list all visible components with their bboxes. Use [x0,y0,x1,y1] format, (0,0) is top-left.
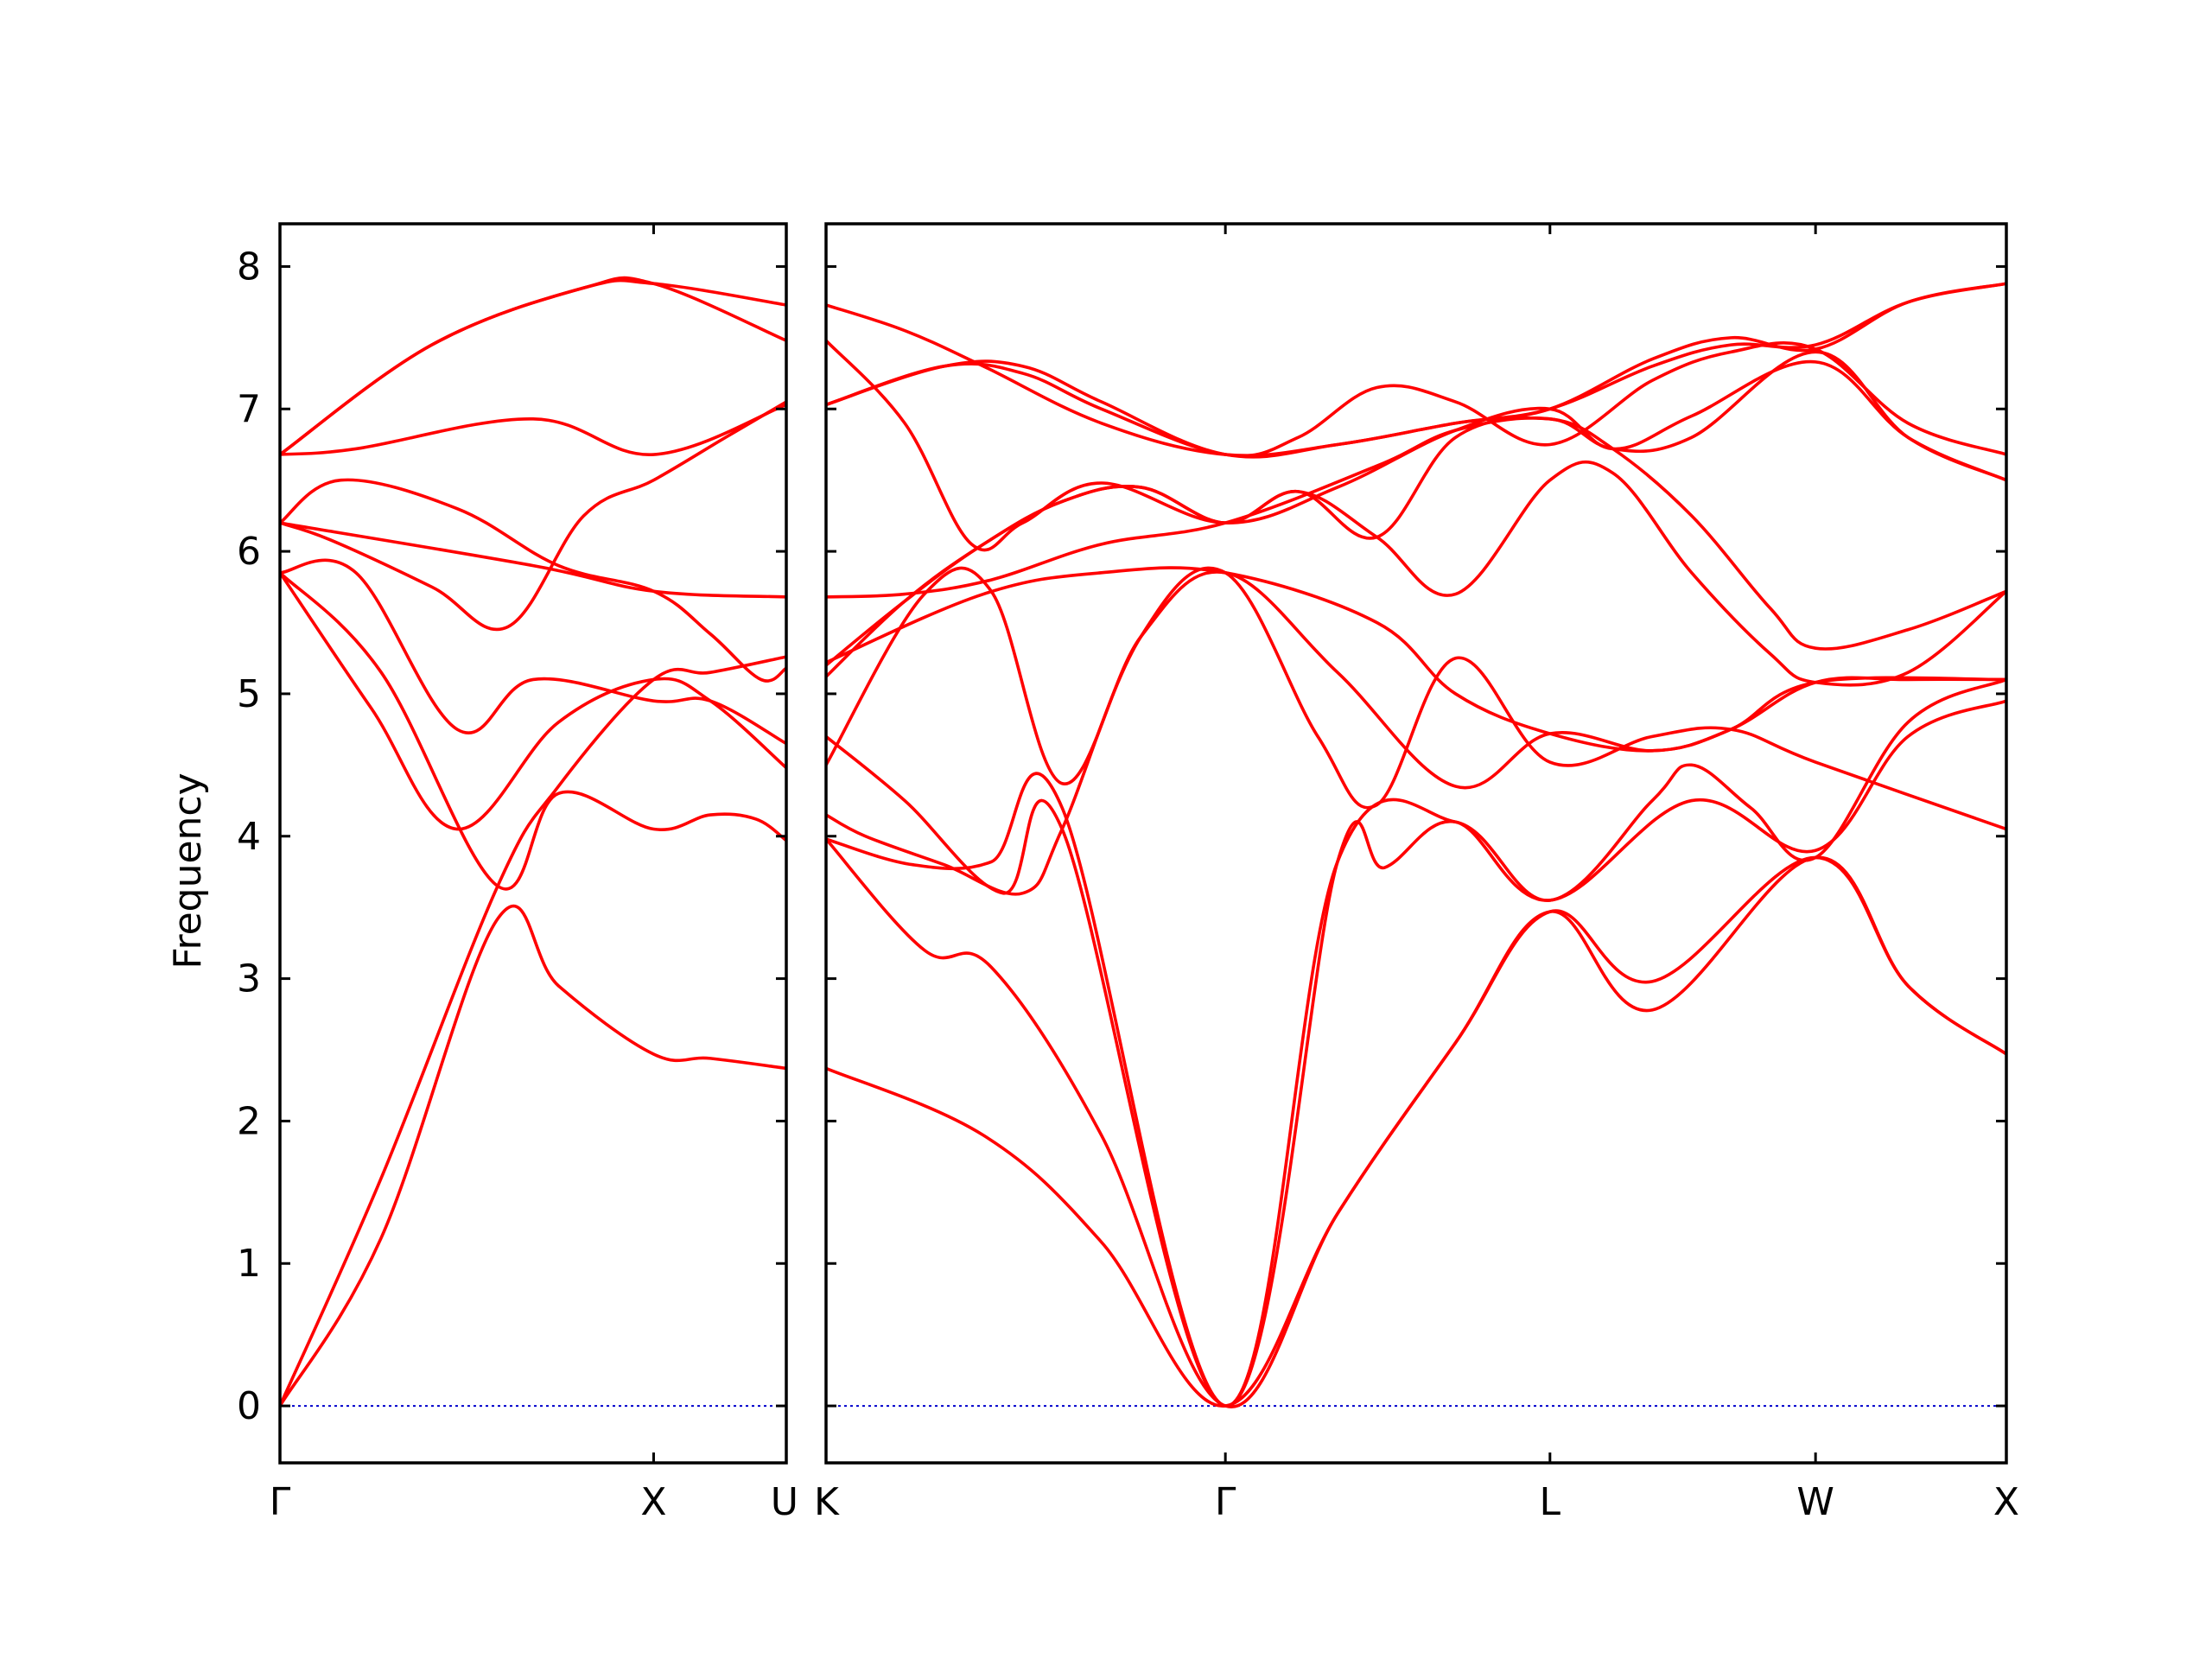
x-tick-label: U [771,1480,798,1524]
y-tick-label: 2 [237,1099,261,1143]
band-line-0-0 [280,904,786,1408]
band-line-1-1 [826,837,2006,1408]
x-tick-label: L [1540,1480,1561,1524]
band-line-1-8 [826,460,2006,687]
phonon-bands [280,276,786,1408]
band-line-0-7 [280,521,786,599]
phonon-bands [826,282,2006,1408]
band-line-0-5 [280,400,786,632]
band-line-1-3 [826,677,2006,1408]
x-tick-label: W [1796,1480,1834,1524]
y-tick-label: 6 [237,530,261,574]
band-line-1-0 [826,855,2006,1408]
band-line-1-4 [826,566,2006,896]
band-line-0-4 [280,558,786,746]
x-tick-label: X [640,1480,666,1524]
y-tick-label: 3 [237,957,261,1001]
band-line-0-10 [280,278,786,456]
band-line-0-8 [280,403,786,456]
x-tick-label: Γ [1215,1480,1236,1524]
y-axis-label: Frequency [166,772,210,969]
x-tick-label: K [814,1480,840,1524]
band-line-1-10 [826,339,2006,552]
band-line-0-3 [280,571,786,891]
y-tick-label: 7 [237,387,261,431]
y-tick-label: 1 [237,1242,261,1286]
band-line-1-9 [826,350,2006,678]
panel-gamma-x-u: 0 1 2 3 4 5 6 7 8 Γ X U [237,222,798,1524]
band-line-1-11 [826,341,2006,458]
x-tick-label: X [1993,1480,2019,1524]
band-line-1-13 [826,282,2006,457]
plot-frame [824,222,2008,1465]
y-tick-label: 4 [237,815,261,859]
x-tick-label: Γ [270,1480,291,1524]
y-tick-label: 5 [237,672,261,716]
band-line-0-6 [280,478,786,683]
y-tick-label: 0 [237,1384,261,1428]
y-tick-label: 8 [237,245,261,289]
plot-frame [278,222,788,1465]
band-line-0-1 [280,655,786,1408]
